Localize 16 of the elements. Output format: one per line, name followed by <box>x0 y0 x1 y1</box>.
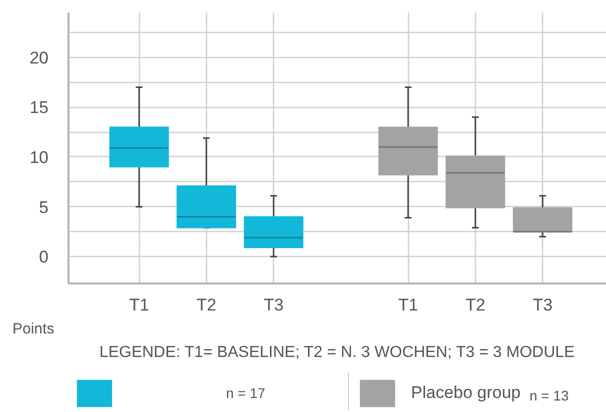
x-tick-label: T3 <box>264 296 284 314</box>
x-tick-label: T3 <box>532 296 553 314</box>
x-tick-label: T2 <box>465 296 486 314</box>
x-tick-label: T1 <box>398 296 418 314</box>
y-tick-label: 5 <box>39 198 49 217</box>
y-tick-label: 20 <box>30 48 49 68</box>
text: LEGENDE: T1= BASELINE; T2 = N. 3 WOCHEN; T3 = 3 MODULE <box>99 344 575 361</box>
y-axis-title: Points <box>12 320 54 338</box>
x-tick-label: T1 <box>129 296 150 314</box>
y-tick-label: 10 <box>30 148 49 167</box>
legend-label: Placebo group <box>411 383 521 403</box>
text: n = 17 <box>226 385 266 401</box>
x-tick-label: T2 <box>196 296 216 314</box>
y-tick-label: 15 <box>30 98 49 118</box>
text: n = 13 <box>530 388 570 404</box>
y-tick-label: 0 <box>39 248 49 267</box>
